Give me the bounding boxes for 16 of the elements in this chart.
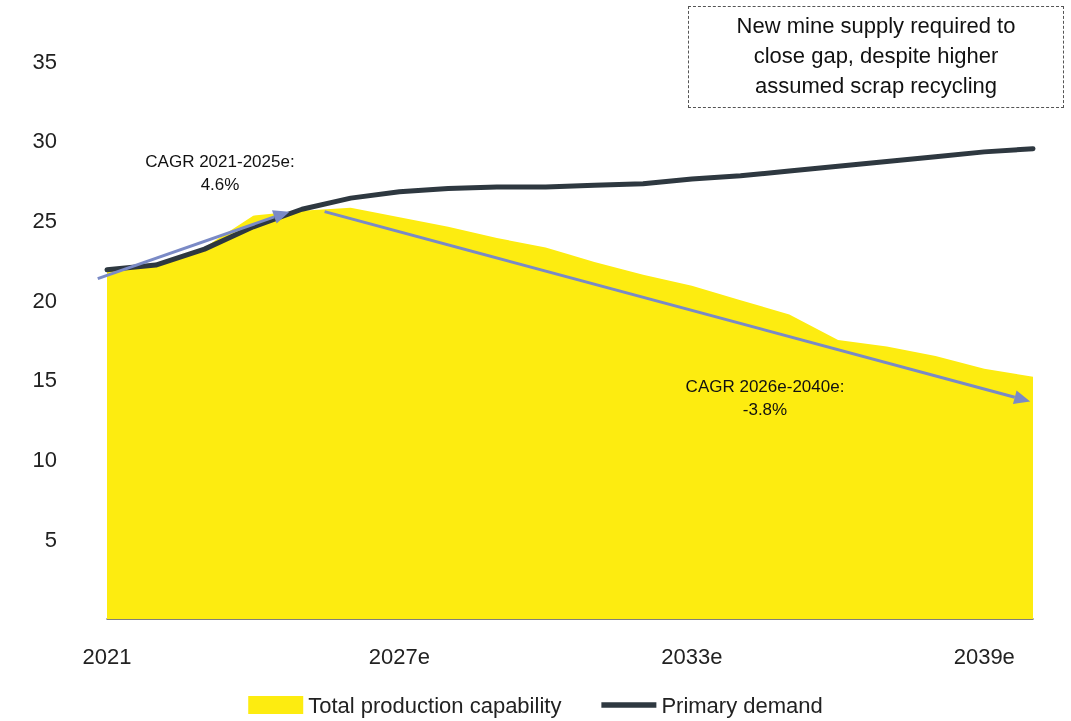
x-tick-label: 2027e bbox=[368, 643, 431, 669]
y-tick-label: 20 bbox=[32, 287, 57, 313]
legend-label: Primary demand bbox=[661, 692, 823, 718]
annotation: New mine supply required to close gap, despite higher assumed scrap recycling bbox=[688, 6, 1064, 108]
y-tick-label: 15 bbox=[32, 367, 57, 393]
y-tick-label: 5 bbox=[44, 526, 57, 552]
y-tick-label: 35 bbox=[32, 48, 57, 74]
annotation: CAGR 2021-2025e: 4.6% bbox=[144, 151, 296, 196]
annotation: CAGR 2026e-2040e: -3.8% bbox=[684, 376, 846, 421]
x-tick-label: 2039e bbox=[953, 643, 1015, 669]
x-tick-label: 2033e bbox=[661, 643, 723, 669]
y-tick-label: 30 bbox=[32, 128, 57, 154]
y-tick-label: 25 bbox=[32, 207, 57, 233]
y-tick-label: 10 bbox=[32, 447, 57, 473]
x-tick-label: 2021 bbox=[82, 643, 132, 669]
legend-label: Total production capability bbox=[308, 692, 562, 718]
